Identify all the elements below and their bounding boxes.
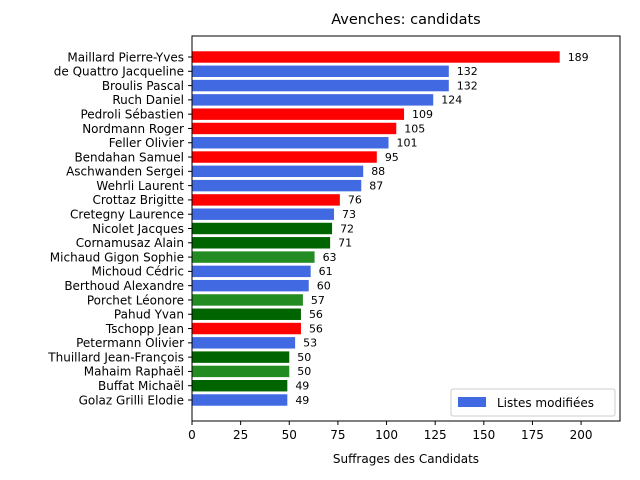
bar (192, 151, 377, 163)
category-label: Pahud Yvan (114, 308, 184, 322)
bar (192, 179, 362, 192)
legend-frame (450, 388, 616, 417)
category-label: Ruch Daniel (112, 93, 184, 107)
value-label: 124 (441, 94, 462, 107)
x-tick-label: 175 (521, 428, 544, 442)
bar (192, 279, 309, 292)
value-label: 60 (317, 279, 331, 292)
category-label: Berthoud Alexandre (64, 279, 184, 293)
category-label: Pedroli Sébastien (80, 107, 184, 121)
bar (192, 94, 434, 106)
category-label: Buffat Michaël (98, 379, 184, 393)
category-label: Aschwanden Sergei (66, 165, 184, 179)
bar (192, 351, 290, 363)
value-label: 71 (338, 237, 352, 250)
value-label: 49 (295, 394, 309, 407)
bar (192, 251, 315, 263)
bar (192, 208, 335, 220)
bar (192, 394, 288, 406)
chart-title: Avenches: candidats (331, 12, 481, 28)
value-label: 132 (457, 79, 478, 92)
category-label: Feller Olivier (109, 136, 184, 150)
bar (192, 237, 331, 249)
category-label: Nordmann Roger (82, 122, 184, 136)
bar (192, 194, 340, 206)
bar (192, 122, 397, 135)
bar (192, 294, 303, 306)
value-label: 61 (319, 265, 333, 278)
value-label: 109 (412, 108, 433, 121)
x-ticks: 0 25 50 75 100 125 150 175 200 (188, 421, 593, 442)
value-label: 57 (311, 294, 325, 307)
value-label: 189 (568, 51, 589, 64)
category-label: Cornamusaz Alain (76, 236, 184, 250)
x-tick-label: 100 (375, 428, 398, 442)
category-label: de Quattro Jacqueline (54, 65, 184, 79)
bar (192, 165, 364, 178)
x-tick-label: 75 (330, 428, 345, 442)
category-label: Tschopp Jean (105, 322, 184, 336)
bar (192, 51, 560, 63)
legend-label: Listes modifiées (497, 396, 594, 410)
category-label: Mahaim Raphaël (84, 365, 184, 379)
value-label: 50 (297, 351, 311, 364)
bar (192, 137, 389, 149)
x-tick-label: 200 (570, 428, 593, 442)
value-label: 53 (303, 337, 317, 350)
x-tick-label: 0 (188, 428, 196, 442)
bar (192, 308, 301, 320)
legend: Listes modifiées (450, 388, 616, 417)
value-label: 63 (323, 251, 337, 264)
bar (192, 379, 288, 392)
x-tick-label: 50 (282, 428, 297, 442)
value-label: 101 (396, 137, 417, 150)
category-label: Bendahan Samuel (74, 150, 184, 164)
value-label: 50 (297, 365, 311, 378)
category-label: Petermann Olivier (76, 336, 184, 350)
axes-frame (191, 35, 621, 422)
category-label: Nicolet Jacques (92, 222, 184, 236)
value-label: 76 (348, 194, 362, 207)
x-tick-label: 150 (472, 428, 495, 442)
bar (192, 322, 301, 335)
x-axis-label: Suffrages des Candidats (333, 452, 479, 466)
category-label: Michaud Gigon Sophie (50, 250, 184, 264)
bar (192, 265, 311, 278)
bars-group (192, 51, 560, 406)
category-label: Broulis Pascal (102, 79, 184, 93)
x-tick-label: 125 (424, 428, 447, 442)
category-label: Golaz Grilli Elodie (79, 393, 184, 407)
value-label: 56 (309, 308, 323, 321)
category-label: Thuillard Jean-François (47, 350, 184, 364)
value-label: 87 (369, 179, 383, 192)
bar (192, 108, 405, 120)
bar (192, 337, 296, 349)
value-label: 132 (457, 65, 478, 78)
category-label: Michoud Cédric (91, 265, 184, 279)
category-label: Maillard Pierre-Yves (67, 50, 184, 64)
value-label: 105 (404, 122, 425, 135)
value-label: 72 (340, 222, 354, 235)
legend-swatch (458, 397, 486, 407)
bar (192, 79, 449, 92)
bar (192, 365, 290, 378)
value-label: 95 (385, 151, 399, 164)
category-label: Wehrli Laurent (96, 179, 184, 193)
value-label: 88 (371, 165, 385, 178)
x-tick-label: 25 (233, 428, 248, 442)
bar (192, 65, 449, 78)
category-label: Crottaz Brigitte (92, 193, 184, 207)
category-label: Porchet Léonore (87, 293, 184, 307)
value-label: 73 (342, 208, 356, 221)
category-label: Cretegny Laurence (70, 208, 184, 222)
value-label: 49 (295, 380, 309, 393)
bar (192, 222, 333, 235)
value-label: 56 (309, 322, 323, 335)
